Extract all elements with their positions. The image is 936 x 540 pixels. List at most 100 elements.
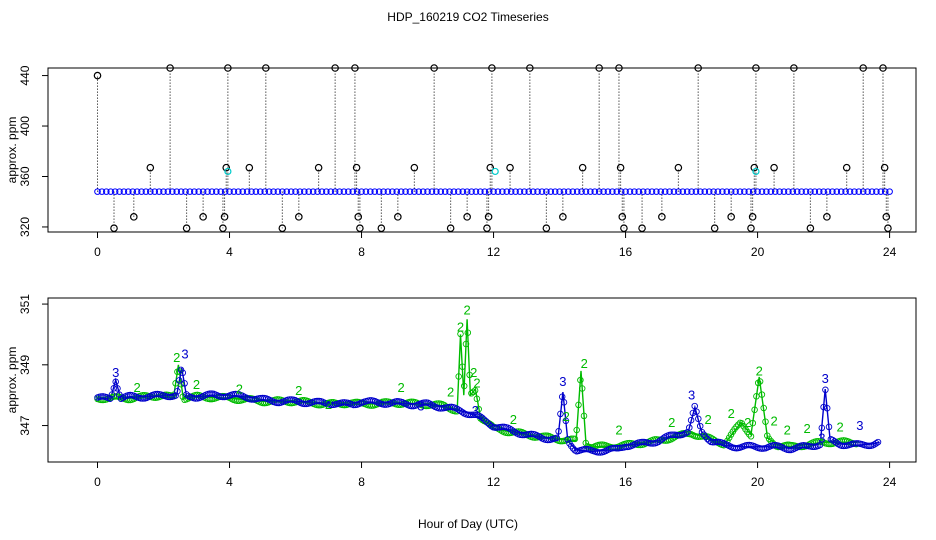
cyan-point — [224, 167, 232, 176]
series-point-2 — [470, 388, 477, 396]
baseline-point — [252, 188, 260, 195]
series-label-2: 2 — [173, 350, 180, 365]
baseline-point — [120, 188, 128, 195]
baseline-point — [393, 188, 401, 195]
baseline-point — [569, 188, 577, 195]
baseline-point — [169, 188, 176, 195]
spike-point — [463, 213, 471, 221]
p1-y-tick-label: 320 — [18, 217, 32, 237]
series-label-2: 2 — [615, 423, 622, 438]
baseline-point — [714, 188, 722, 195]
p1-x-tick-label: 8 — [358, 245, 365, 259]
series-point-3 — [557, 410, 564, 418]
series-point-3 — [693, 408, 700, 415]
spike-point — [245, 163, 254, 172]
series-point-3 — [553, 434, 561, 442]
baseline-point — [529, 188, 537, 195]
series-point-3 — [825, 423, 833, 431]
baseline-point — [705, 188, 713, 195]
baseline-point — [353, 188, 361, 195]
spike-point — [199, 213, 207, 221]
spike-point — [295, 213, 303, 221]
series-point-3 — [117, 395, 125, 403]
baseline-point — [129, 188, 137, 195]
series-point-3 — [686, 424, 693, 431]
bottom-plot-frame — [47, 297, 917, 463]
baseline-point — [688, 188, 695, 195]
baseline-point — [173, 188, 181, 195]
p2-x-tick-label: 16 — [619, 475, 633, 489]
baseline-point — [785, 188, 792, 195]
baseline-point — [776, 188, 783, 195]
series-point-2 — [749, 419, 757, 427]
spike-point — [616, 163, 625, 172]
p2-x-tick-label: 4 — [226, 475, 233, 489]
bottom-y-axis-label: approx. ppm — [5, 347, 19, 414]
baseline-point — [723, 188, 731, 195]
p2-y-tick-label: 347 — [18, 415, 32, 435]
baseline-point — [499, 188, 506, 195]
baseline-point — [257, 188, 264, 195]
spike-point — [410, 163, 419, 172]
baseline-point — [116, 188, 123, 195]
series-point-3 — [562, 417, 570, 425]
p2-x-tick-label: 8 — [358, 475, 365, 489]
series-label-3: 3 — [472, 403, 479, 418]
baseline-point — [419, 188, 427, 195]
baseline-point — [265, 188, 273, 195]
spike-point — [638, 224, 646, 233]
baseline-point — [763, 188, 770, 195]
baseline-point — [710, 188, 717, 195]
series-point-3 — [174, 387, 181, 395]
series-label-2: 2 — [744, 415, 751, 430]
baseline-point — [103, 188, 110, 195]
baseline-point — [107, 188, 115, 195]
series-point-3 — [480, 416, 488, 423]
series-point-2 — [577, 376, 584, 384]
series-point-2 — [575, 401, 582, 409]
baseline-point — [617, 188, 625, 195]
baseline-point — [873, 188, 880, 195]
baseline-point — [851, 188, 858, 195]
baseline-point — [551, 188, 559, 195]
spike-point — [578, 163, 587, 172]
series-label-2: 2 — [447, 385, 454, 400]
baseline-point — [595, 188, 603, 195]
baseline-point — [653, 188, 660, 195]
baseline-point — [239, 188, 247, 195]
baseline-point — [446, 188, 453, 195]
top-panel: approx. ppm 0 4 8 12 16 20 24 320 360 400 440 — [5, 64, 917, 259]
spike-point — [884, 224, 892, 233]
baseline-point — [213, 188, 220, 195]
series-point-3 — [687, 416, 695, 424]
p1-y-tick-label: 360 — [18, 166, 32, 186]
baseline-point — [525, 188, 533, 195]
baseline-point — [204, 188, 211, 195]
spike-point — [615, 64, 623, 72]
series-point-2 — [462, 340, 470, 348]
series-label-2: 2 — [470, 365, 477, 380]
baseline-point — [283, 188, 291, 195]
series-label-2: 2 — [397, 380, 404, 395]
series-point-3 — [818, 424, 826, 432]
baseline-point — [780, 188, 788, 195]
baseline-point — [846, 188, 854, 195]
spike-point — [331, 64, 339, 72]
baseline-point — [573, 188, 581, 195]
baseline-point — [191, 188, 198, 195]
baseline-point — [741, 188, 748, 195]
series-label-2: 2 — [563, 409, 570, 424]
baseline-point — [578, 188, 585, 195]
baseline-point — [670, 188, 678, 195]
series-point-2 — [767, 437, 775, 445]
baseline-point — [767, 188, 775, 195]
bottom-panel: approx. ppm Hour of Day (UTC) 222 2 222 222… — [5, 294, 917, 531]
series-point-3 — [175, 377, 183, 384]
series-point-3 — [110, 385, 118, 392]
baseline-point — [793, 188, 801, 195]
series-point-3 — [564, 436, 571, 443]
spike-point — [93, 71, 102, 80]
spike-point — [526, 64, 534, 72]
baseline-point — [582, 188, 590, 195]
